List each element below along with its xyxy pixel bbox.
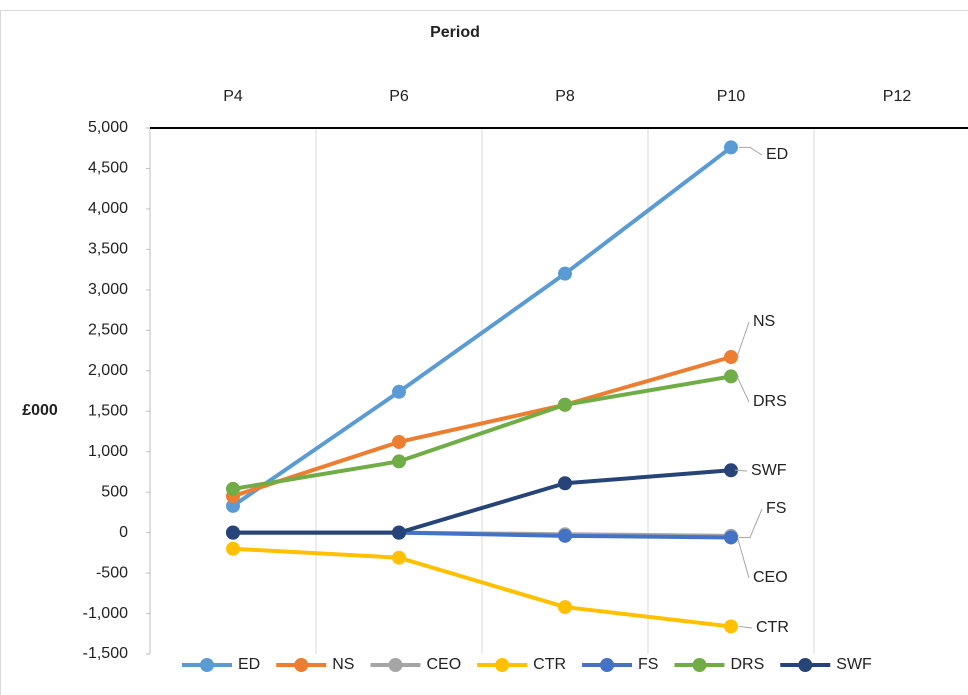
series-line bbox=[233, 468, 732, 535]
y-tick-label: -1,500 bbox=[83, 645, 128, 662]
legend-label: CTR bbox=[533, 656, 566, 673]
y-tick-label: 1,000 bbox=[88, 443, 128, 460]
y-tick-label: 3,000 bbox=[88, 281, 128, 298]
series-marker bbox=[392, 525, 406, 540]
data-label: SWF bbox=[751, 462, 787, 479]
x-axis-title: Period bbox=[430, 24, 480, 41]
series-marker bbox=[558, 528, 572, 543]
leader-line bbox=[739, 508, 763, 538]
legend-label: CEO bbox=[426, 656, 461, 673]
legend-label: NS bbox=[332, 656, 354, 673]
x-tick-label: P10 bbox=[717, 88, 746, 105]
leader-line bbox=[736, 321, 750, 358]
x-tick-label: P12 bbox=[883, 88, 912, 105]
x-tick-label: P4 bbox=[223, 88, 243, 105]
leader-line bbox=[736, 375, 750, 403]
legend-marker bbox=[200, 658, 214, 672]
y-tick-label: 0 bbox=[119, 524, 128, 541]
legend-label: SWF bbox=[836, 656, 872, 673]
legend-label: ED bbox=[238, 656, 260, 673]
y-tick-label: 3,500 bbox=[88, 241, 128, 258]
legend-marker bbox=[600, 658, 615, 672]
legend-label: FS bbox=[638, 656, 658, 673]
series-marker bbox=[392, 550, 406, 565]
data-label: ED bbox=[766, 146, 788, 163]
series-marker bbox=[724, 140, 738, 155]
x-tick-label: P6 bbox=[389, 88, 409, 105]
y-tick-label: -1,000 bbox=[83, 605, 128, 622]
y-tick-label: 2,500 bbox=[88, 322, 128, 339]
y-tick-label: 5,000 bbox=[88, 119, 128, 136]
y-tick-label: 4,500 bbox=[88, 160, 128, 177]
y-axis-title: £000 bbox=[22, 402, 58, 419]
legend-label: DRS bbox=[730, 656, 764, 673]
data-label: NS bbox=[753, 313, 775, 330]
series-marker bbox=[724, 463, 738, 478]
leader-line bbox=[736, 535, 750, 579]
y-tick-label: -500 bbox=[96, 564, 128, 581]
series-marker bbox=[226, 541, 240, 556]
series-line bbox=[232, 546, 732, 629]
series-marker bbox=[392, 384, 406, 399]
series-marker bbox=[392, 434, 406, 449]
legend-marker bbox=[294, 658, 309, 672]
y-tick-label: 500 bbox=[101, 483, 128, 500]
series-marker bbox=[558, 600, 572, 615]
legend-marker bbox=[388, 658, 403, 672]
series-marker bbox=[558, 266, 572, 281]
series-line bbox=[231, 145, 733, 508]
x-tick-label: P8 bbox=[555, 88, 575, 105]
series-marker bbox=[226, 498, 240, 513]
legend-marker bbox=[692, 658, 707, 672]
series-line bbox=[232, 355, 732, 499]
series-marker bbox=[226, 481, 240, 496]
chart-frame bbox=[0, 10, 968, 695]
data-label: CTR bbox=[756, 619, 789, 636]
leader-line bbox=[739, 625, 753, 629]
series-marker bbox=[558, 476, 572, 491]
data-label: FS bbox=[766, 500, 786, 517]
series-marker bbox=[724, 369, 738, 384]
series-marker bbox=[392, 454, 406, 469]
leader-line bbox=[734, 469, 748, 472]
series-marker bbox=[226, 525, 240, 540]
y-tick-label: 4,000 bbox=[88, 200, 128, 217]
series-marker bbox=[558, 397, 572, 412]
y-tick-label: 2,000 bbox=[88, 362, 128, 379]
data-label: DRS bbox=[753, 393, 787, 410]
series-line bbox=[232, 374, 732, 491]
series-marker bbox=[724, 530, 738, 545]
leader-line bbox=[739, 146, 763, 156]
legend-marker bbox=[798, 658, 813, 672]
y-tick-label: 1,500 bbox=[88, 402, 128, 419]
legend-marker bbox=[495, 658, 510, 672]
data-label: CEO bbox=[753, 569, 788, 586]
series-marker bbox=[724, 619, 738, 634]
series-marker bbox=[724, 350, 738, 365]
